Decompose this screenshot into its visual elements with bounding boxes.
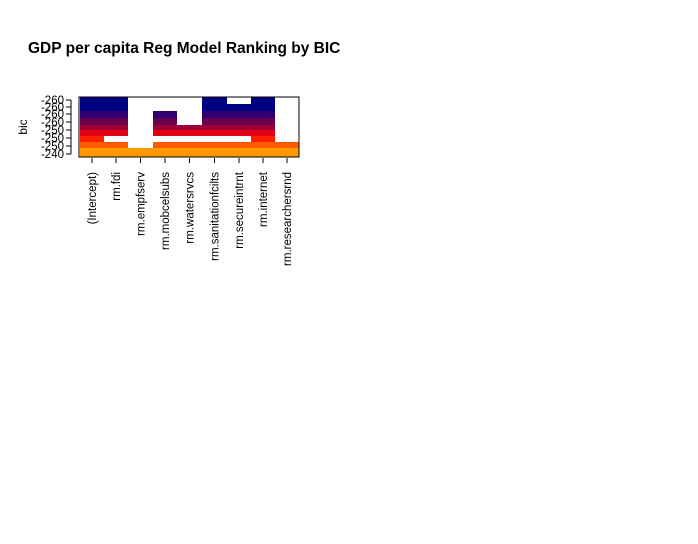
heatmap-cell — [104, 148, 128, 157]
x-tick-label: rm.secureintrnt — [234, 171, 246, 248]
heatmap-cell — [227, 104, 251, 111]
x-tick-label: rm.fdi — [111, 172, 123, 201]
heatmap-cell — [202, 148, 227, 157]
heatmap-cell — [227, 148, 251, 157]
heatmap-cell — [177, 142, 202, 148]
heatmap-cell — [177, 125, 202, 130]
heatmap-cell — [80, 130, 104, 136]
y-axis: -260-260-260-260-250-250-250-240 — [41, 95, 72, 161]
heatmap-cell — [104, 104, 128, 111]
heatmap-cell — [227, 118, 251, 125]
x-tick-label: rm.sanitationfcilts — [210, 172, 222, 261]
x-axis: (Intercept) rm.fdi rm.empfserv rm.mobcelsub… — [87, 158, 294, 266]
y-tick-label: -260 — [41, 95, 64, 107]
heatmap-cell — [227, 130, 251, 136]
heatmap-cells — [80, 97, 299, 157]
x-tick-label: (Intercept) — [87, 172, 99, 225]
heatmap-cell — [177, 130, 202, 136]
heatmap-cell — [251, 125, 275, 130]
heatmap-cell — [202, 104, 227, 111]
plot-frame — [78, 96, 300, 158]
heatmap-cell — [128, 148, 153, 157]
x-tick-label: rm.mobcelsubs — [160, 172, 172, 250]
heatmap-cell — [104, 118, 128, 125]
y-tick-label: -260 — [41, 117, 64, 129]
heatmap-cell — [80, 111, 104, 118]
heatmap-cell — [251, 142, 275, 148]
heatmap-cell — [104, 142, 128, 148]
heatmap-cell — [80, 148, 104, 157]
heatmap-cell — [275, 148, 299, 157]
heatmap-cell — [227, 142, 251, 148]
heatmap-cell — [153, 125, 177, 130]
heatmap-cell — [153, 130, 177, 136]
heatmap-cell — [80, 104, 104, 111]
heatmap-cell — [104, 130, 128, 136]
y-tick-label: -260 — [41, 102, 64, 114]
heatmap-cell — [251, 104, 275, 111]
heatmap-cell — [227, 125, 251, 130]
heatmap-cell — [202, 130, 227, 136]
heatmap-cell — [202, 97, 227, 104]
heatmap-cell — [104, 125, 128, 130]
heatmap-cell — [80, 97, 104, 104]
heatmap-cell — [202, 142, 227, 148]
x-tick-label: rm.researchersrnd — [282, 172, 294, 266]
heatmap-cell — [251, 136, 275, 142]
y-axis-label: bic — [16, 119, 30, 134]
heatmap-cell — [202, 118, 227, 125]
heatmap-cell — [153, 118, 177, 125]
y-tick-label: -250 — [41, 125, 64, 137]
y-tick-label: -240 — [41, 149, 64, 161]
heatmap-cell — [227, 111, 251, 118]
heatmap-cell — [153, 111, 177, 118]
heatmap-cell — [80, 142, 104, 148]
heatmap-cell — [202, 125, 227, 130]
y-tick-label: -260 — [41, 109, 64, 121]
heatmap-cell — [153, 142, 177, 148]
heatmap-cell — [177, 148, 202, 157]
heatmap-cell — [275, 142, 299, 148]
heatmap-cell — [251, 97, 275, 104]
heatmap-cell — [80, 125, 104, 130]
y-tick-label: -250 — [41, 141, 64, 153]
heatmap-cell — [251, 148, 275, 157]
x-tick-label: rm.empfserv — [136, 172, 148, 236]
chart-title: GDP per capita Reg Model Ranking by BIC — [28, 40, 341, 57]
heatmap-cell — [251, 118, 275, 125]
heatmap-cell — [251, 111, 275, 118]
heatmap-cell — [202, 111, 227, 118]
heatmap-cell — [153, 148, 177, 157]
heatmap-cell — [104, 111, 128, 118]
y-tick-label: -250 — [41, 133, 64, 145]
heatmap-cell — [80, 118, 104, 125]
x-tick-label: rm.watersrvcs — [185, 172, 197, 244]
heatmap-cell — [104, 97, 128, 104]
heatmap-cell — [80, 136, 104, 142]
heatmap-cell — [251, 130, 275, 136]
x-tick-label: rm.internet — [258, 171, 270, 227]
